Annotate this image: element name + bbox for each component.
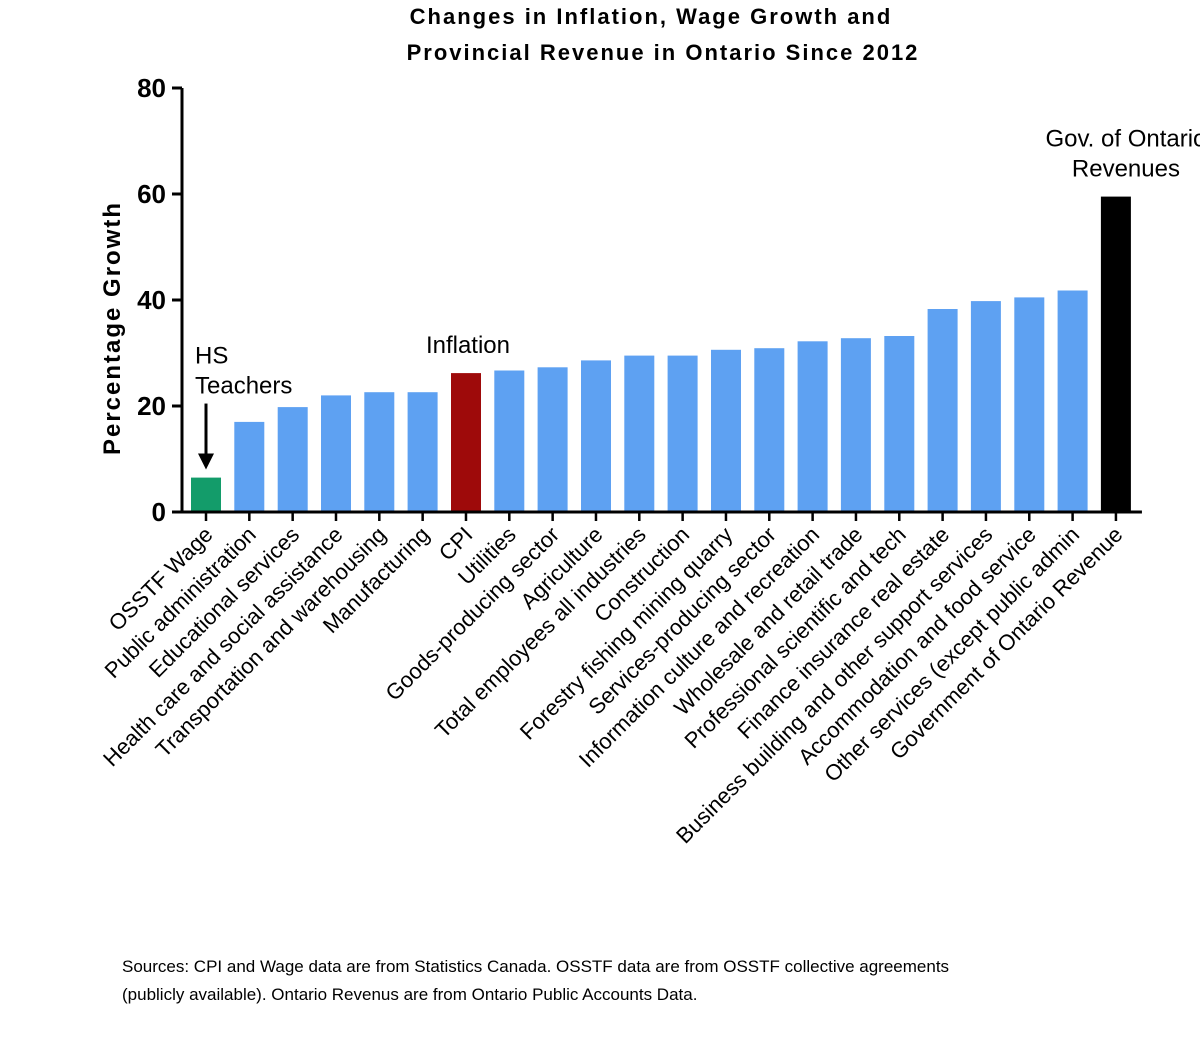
bar-4: [321, 395, 351, 512]
annotations: HS Teachers Inflation Gov. of Ontario Revenu…: [195, 126, 1200, 470]
y-tick-label-2: 20: [137, 391, 166, 421]
annotation-2: Inflation: [426, 332, 510, 359]
bar-2: [234, 421, 265, 512]
annotation-1-line-2: Teachers: [195, 373, 292, 400]
annotation-arrow-head: [198, 453, 214, 470]
y-axis-label: Percentage Growth: [99, 201, 126, 455]
bar-19: [970, 301, 1001, 512]
annotation-1-line-1: HS: [195, 343, 228, 370]
bar-18: [927, 309, 958, 512]
bars: [191, 196, 1131, 512]
axes: [172, 88, 1142, 514]
bar-17: [884, 336, 915, 512]
y-tick-label-3: 40: [137, 285, 166, 315]
bar-11: [624, 355, 655, 512]
bar-5: [364, 392, 395, 512]
bar-7: [451, 373, 481, 512]
annotation-2-line-1: Inflation: [426, 332, 510, 359]
bar-12: [667, 355, 698, 512]
annotation-3: Gov. of Ontario Revenues: [1045, 126, 1200, 183]
sources-note: Sources: CPI and Wage data are from Stat…: [122, 957, 949, 1004]
sources-line-1: Sources: CPI and Wage data are from Stat…: [122, 957, 949, 976]
bar-21: [1057, 290, 1088, 512]
bar-22: [1100, 196, 1131, 512]
chart-title: Changes in Inflation, Wage Growth and Pr…: [407, 4, 920, 65]
annotation-1: HS Teachers: [195, 343, 292, 470]
y-tick-label-5: 80: [137, 73, 166, 103]
bar-6: [407, 392, 438, 512]
bar-20: [1014, 297, 1045, 512]
bar-13: [711, 349, 741, 512]
chart-title-line-1: Changes in Inflation, Wage Growth and: [410, 4, 893, 29]
y-axis-ticks: 0 20 40 60 80: [137, 73, 182, 527]
bar-14: [754, 348, 785, 512]
bar-8: [494, 370, 525, 512]
bar-16: [840, 338, 871, 512]
chart-title-line-2: Provincial Revenue in Ontario Since 2012: [407, 40, 920, 65]
bar-9: [537, 367, 568, 512]
bar-10: [581, 360, 611, 512]
y-tick-label-1: 0: [152, 497, 166, 527]
annotation-3-line-2: Revenues: [1072, 156, 1180, 183]
bar-1: [191, 477, 221, 512]
bar-3: [277, 407, 308, 512]
sources-line-2: (publicly available). Ontario Revenus ar…: [122, 985, 697, 1004]
bar-15: [797, 341, 828, 512]
annotation-3-line-1: Gov. of Ontario: [1045, 126, 1200, 153]
y-tick-label-4: 60: [137, 179, 166, 209]
